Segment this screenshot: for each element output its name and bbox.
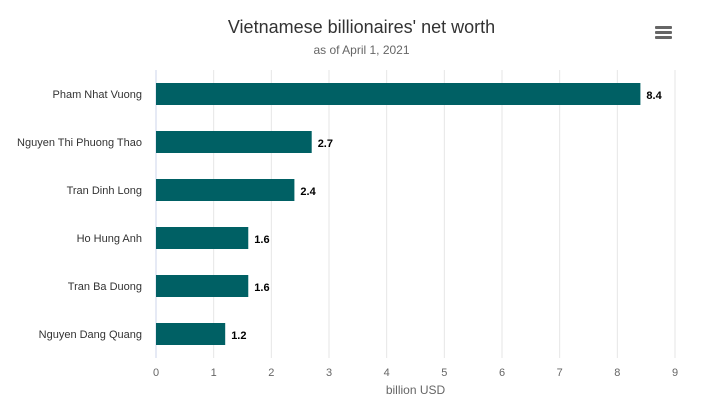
x-tick-label: 2 [268,367,274,379]
bar [156,179,295,201]
data-label: 8.4 [646,90,662,102]
x-tick-label: 1 [211,367,217,379]
bar [156,323,226,345]
x-tick-label: 6 [499,367,505,379]
category-label: Nguyen Dang Quang [39,329,142,341]
x-tick-label: 7 [557,367,563,379]
category-label: Pham Nhat Vuong [53,89,142,101]
hamburger-menu-icon[interactable] [647,18,679,46]
x-tick-label: 5 [441,367,447,379]
x-tick-label: 3 [326,367,332,379]
x-tick-label: 8 [614,367,620,379]
data-label: 1.6 [254,234,269,246]
data-label: 1.6 [254,282,269,294]
category-label: Nguyen Thi Phuong Thao [17,137,142,149]
x-tick-label: 0 [153,367,159,379]
x-axis-title: billion USD [386,383,446,397]
data-label: 1.2 [231,330,246,342]
category-label: Ho Hung Anh [77,233,142,245]
category-label: Tran Ba Duong [68,281,142,293]
category-label: Tran Dinh Long [67,185,142,197]
bar [156,227,249,249]
x-tick-label: 4 [384,367,390,379]
bar [156,275,249,297]
data-label: 2.7 [318,138,333,150]
data-label: 2.4 [300,186,316,198]
chart-title: Vietnamese billionaires' net worth [227,17,496,37]
bar [156,83,641,105]
bar [156,131,312,153]
x-tick-label: 9 [672,367,678,379]
chart-subtitle: as of April 1, 2021 [313,43,410,57]
